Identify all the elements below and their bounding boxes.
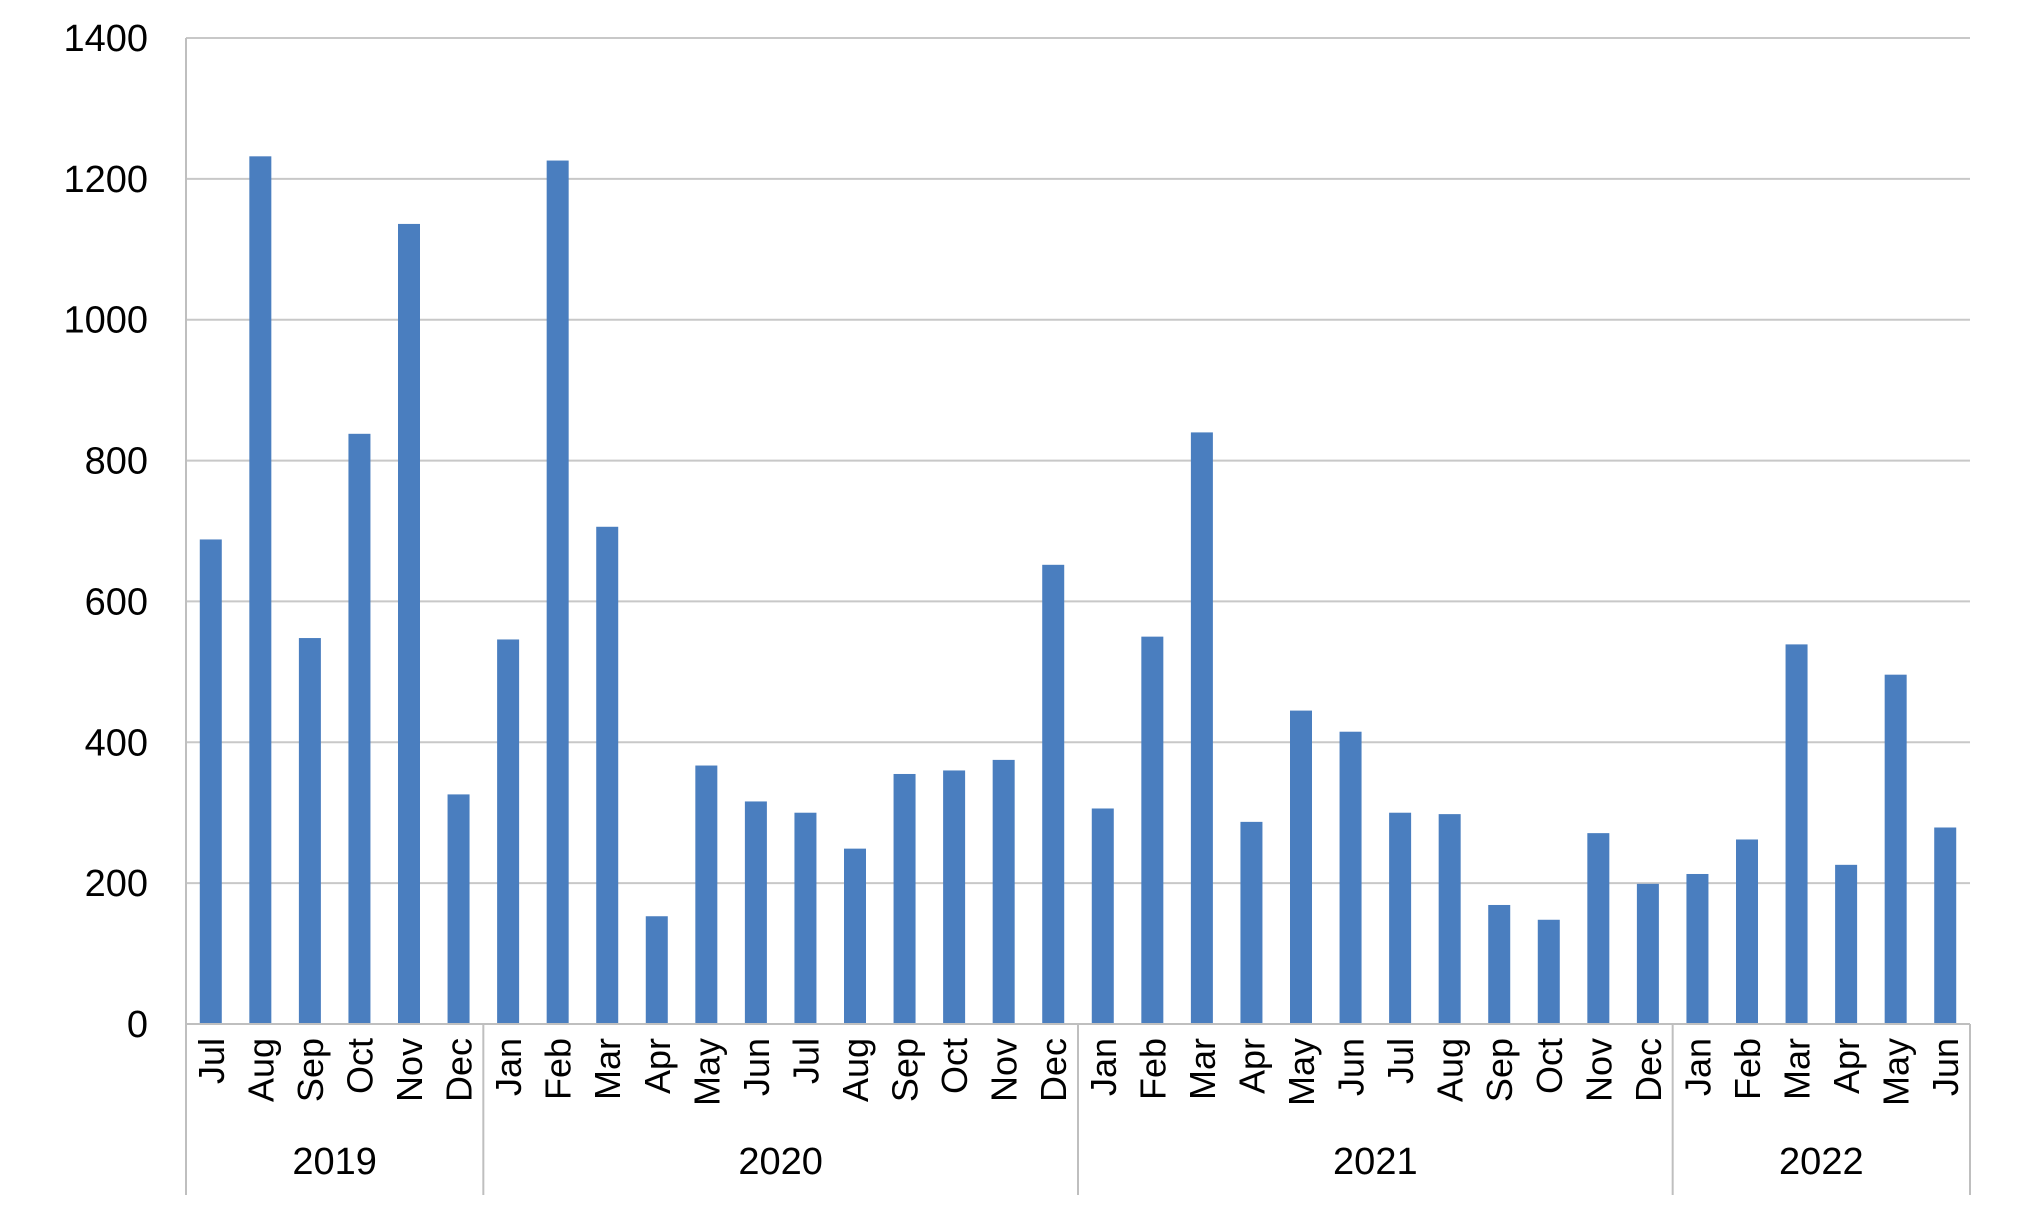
x-tick-label: Feb — [1727, 1038, 1768, 1100]
x-tick-label: Sep — [885, 1038, 926, 1102]
bars — [199, 156, 1957, 1025]
x-tick-label: Aug — [240, 1038, 281, 1102]
bar — [1835, 864, 1858, 1024]
bar — [1389, 812, 1412, 1024]
bar — [348, 433, 371, 1024]
year-group-label: 2021 — [1333, 1141, 1418, 1183]
bar — [298, 638, 321, 1024]
x-tick-label: Sep — [1479, 1038, 1520, 1102]
x-tick-label: Jul — [1380, 1038, 1421, 1084]
x-tick-label: Aug — [1430, 1038, 1471, 1102]
x-tick-label: Jan — [1083, 1038, 1124, 1096]
x-tick-label: Jun — [736, 1038, 777, 1096]
bar — [398, 223, 420, 1025]
bar — [992, 759, 1015, 1024]
bar — [1636, 883, 1659, 1024]
y-tick-label: 1000 — [63, 300, 148, 342]
x-tick-label: Oct — [934, 1038, 975, 1094]
x-tick-label: May — [1281, 1038, 1322, 1106]
bar — [199, 539, 222, 1024]
y-tick-label: 0 — [127, 1004, 148, 1046]
bar — [1537, 919, 1560, 1024]
y-tick-label: 1400 — [63, 18, 148, 60]
x-tick-label: Apr — [637, 1038, 678, 1094]
bar — [1042, 564, 1065, 1024]
x-tick-label: Dec — [439, 1038, 480, 1102]
bar — [596, 526, 619, 1024]
x-tick-label: Jul — [191, 1038, 232, 1084]
x-tick-label: May — [1876, 1038, 1917, 1106]
x-tick-label: Sep — [290, 1038, 331, 1102]
year-group-label: 2019 — [292, 1141, 377, 1183]
bar — [844, 848, 866, 1024]
x-tick-label: Nov — [984, 1038, 1025, 1102]
year-group-label: 2022 — [1779, 1141, 1864, 1183]
bar — [546, 160, 569, 1024]
bar — [1934, 827, 1957, 1024]
bar — [1091, 808, 1114, 1024]
x-tick-label: Mar — [1777, 1038, 1818, 1100]
x-tick-label: Jan — [488, 1038, 529, 1096]
x-tick-label: May — [686, 1038, 727, 1106]
bar — [1141, 636, 1164, 1024]
year-group-label: 2020 — [738, 1141, 823, 1183]
bar — [447, 794, 470, 1024]
bar — [1587, 833, 1610, 1024]
bar — [893, 773, 916, 1024]
x-tick-label: Jan — [1677, 1038, 1718, 1096]
bar — [1190, 432, 1213, 1024]
y-tick-label: 1200 — [63, 159, 148, 201]
bar — [1785, 644, 1808, 1024]
x-tick-label: Feb — [538, 1038, 579, 1100]
bar — [695, 765, 718, 1024]
x-tick-label: Nov — [389, 1038, 430, 1102]
bar — [1339, 731, 1362, 1024]
bar — [943, 770, 966, 1024]
y-tick-label: 800 — [85, 441, 148, 483]
bar — [1488, 904, 1511, 1024]
x-tick-label: Oct — [339, 1038, 380, 1094]
bar — [497, 639, 520, 1024]
x-tick-label: Dec — [1628, 1038, 1669, 1102]
x-tick-label: Aug — [835, 1038, 876, 1102]
x-tick-label: Oct — [1529, 1038, 1570, 1094]
x-tick-label: Dec — [1033, 1038, 1074, 1102]
y-tick-label: 600 — [85, 581, 148, 623]
x-tick-label: Mar — [1182, 1038, 1223, 1100]
gridlines — [186, 37, 1970, 885]
y-tick-label: 400 — [85, 722, 148, 764]
bar — [1240, 821, 1263, 1024]
bar — [1438, 814, 1461, 1024]
bar — [1736, 839, 1758, 1024]
x-tick-label: Jul — [785, 1038, 826, 1084]
x-tick-label: Apr — [1826, 1038, 1867, 1094]
x-tick-label: Feb — [1132, 1038, 1173, 1100]
bar — [1290, 710, 1312, 1024]
x-tick-label: Mar — [587, 1038, 628, 1100]
y-axis-tick-labels: 0 200 400 600 800 1000 1200 1400 — [63, 18, 148, 1046]
x-axis-category-labels: Jul Aug Sep Oct Nov Dec Jan Feb Mar Apr May Jun Jul A… — [191, 1038, 1966, 1106]
axes — [185, 38, 1971, 1195]
bar — [1686, 873, 1709, 1024]
bar — [744, 801, 767, 1024]
x-tick-label: Apr — [1231, 1038, 1272, 1094]
bar — [249, 156, 272, 1024]
y-tick-label: 200 — [85, 863, 148, 905]
bar — [794, 812, 817, 1024]
bar — [645, 916, 668, 1024]
x-axis-group-labels: 2019 2020 2021 2022 — [292, 1141, 1863, 1183]
x-tick-label: Nov — [1578, 1038, 1619, 1102]
x-tick-label: Jun — [1925, 1038, 1966, 1096]
x-tick-label: Jun — [1331, 1038, 1372, 1096]
bar — [1884, 674, 1907, 1024]
